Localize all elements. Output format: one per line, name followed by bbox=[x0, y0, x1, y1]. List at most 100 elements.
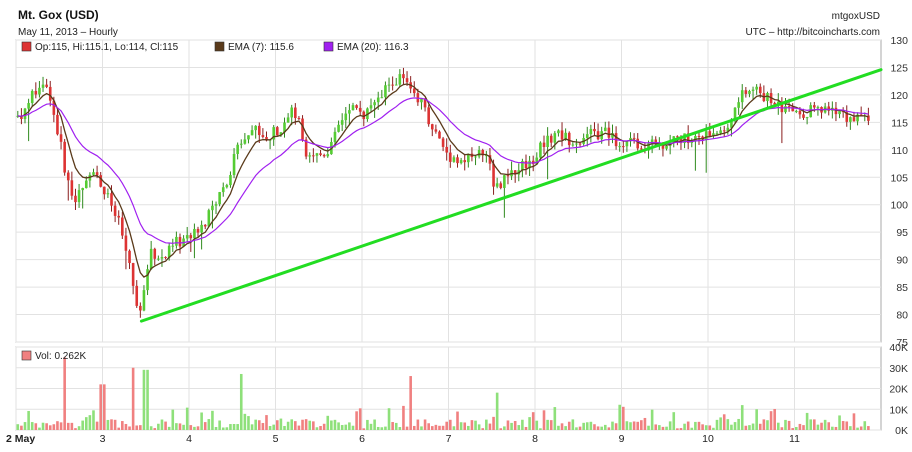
volume-tick-label: 40K bbox=[889, 342, 908, 354]
volume-bar bbox=[539, 428, 542, 430]
candle-body bbox=[521, 161, 524, 171]
x-tick-label: 11 bbox=[789, 433, 800, 445]
volume-bar bbox=[308, 420, 312, 430]
candle-body bbox=[430, 124, 434, 130]
candle-body bbox=[701, 136, 704, 140]
candle-body bbox=[175, 236, 178, 246]
candle-body bbox=[787, 106, 791, 108]
candle-body bbox=[557, 130, 560, 134]
candle-body bbox=[276, 127, 279, 136]
volume-bar bbox=[207, 419, 211, 430]
price-tick-label: 115 bbox=[891, 117, 908, 129]
volume-bar bbox=[243, 413, 247, 430]
candle-body bbox=[34, 90, 38, 95]
price-tick-label: 125 bbox=[890, 62, 908, 74]
volume-bar bbox=[791, 428, 794, 430]
volume-bar bbox=[521, 419, 524, 430]
candle-body bbox=[56, 114, 59, 135]
candle-body bbox=[319, 153, 322, 155]
candle-body bbox=[802, 114, 805, 118]
volume-bar bbox=[279, 418, 283, 430]
candle-body bbox=[232, 153, 236, 176]
ema20-swatch bbox=[323, 41, 334, 52]
volume-legend: Vol: 0.262K bbox=[21, 350, 86, 362]
volume-grid bbox=[15, 346, 881, 431]
volume-bar bbox=[355, 411, 358, 430]
volume-bar bbox=[755, 409, 758, 430]
volume-bar bbox=[135, 425, 139, 430]
volume-bar bbox=[139, 425, 142, 430]
volume-bar bbox=[640, 420, 643, 430]
candle-body bbox=[618, 146, 621, 148]
volume-bar bbox=[153, 428, 157, 430]
candle-body bbox=[265, 137, 268, 141]
volume-bar bbox=[459, 422, 463, 430]
volume-bar bbox=[351, 425, 355, 430]
candle-body bbox=[74, 195, 77, 203]
candle-body bbox=[845, 112, 849, 122]
candle-body bbox=[286, 117, 290, 123]
volume-bar bbox=[441, 425, 445, 430]
candle-body bbox=[189, 235, 193, 239]
volume-bar bbox=[117, 427, 121, 430]
candle-body bbox=[665, 145, 668, 149]
volume-bar bbox=[859, 426, 863, 430]
volume-bar bbox=[449, 419, 452, 430]
candle-body bbox=[95, 172, 99, 176]
volume-bar bbox=[171, 409, 175, 430]
volume-bar bbox=[110, 419, 113, 430]
candle-body bbox=[272, 127, 275, 140]
volume-bar bbox=[614, 423, 618, 430]
volume-bar bbox=[38, 427, 41, 430]
candle-body bbox=[236, 144, 239, 154]
volume-bar bbox=[193, 426, 196, 430]
volume-bar bbox=[344, 424, 348, 430]
price-grid bbox=[15, 39, 881, 343]
volume-bar bbox=[740, 405, 744, 430]
volume-bar bbox=[867, 426, 870, 430]
volume-bar bbox=[146, 369, 149, 430]
volume-bar bbox=[488, 423, 492, 430]
volume-bar bbox=[452, 426, 456, 430]
candle-body bbox=[827, 106, 831, 111]
volume-bar bbox=[571, 419, 575, 430]
x-tick-label: 10 bbox=[702, 433, 714, 445]
candle-body bbox=[726, 127, 730, 132]
volume-bar bbox=[784, 419, 787, 430]
candle-body bbox=[629, 137, 632, 142]
site-label[interactable]: UTC – http://bitcoincharts.com bbox=[746, 27, 881, 38]
ohlc-legend: Op:115, Hi:115.1, Lo:114, Cl:115 bbox=[35, 42, 179, 53]
candle-body bbox=[142, 290, 146, 311]
candle-body bbox=[225, 185, 229, 188]
volume-bar bbox=[23, 422, 27, 430]
volume-bar bbox=[70, 422, 74, 430]
volume-bar bbox=[52, 424, 56, 430]
volume-bar bbox=[41, 422, 45, 430]
volume-bar bbox=[48, 425, 52, 430]
volume-bar bbox=[167, 426, 171, 430]
candle-body bbox=[867, 115, 870, 121]
candle-body bbox=[625, 141, 629, 147]
candle-body bbox=[737, 102, 740, 108]
candle-body bbox=[485, 155, 488, 157]
volume-bar bbox=[196, 426, 200, 430]
volume-bar bbox=[683, 423, 686, 430]
candle-body bbox=[70, 180, 74, 196]
candle-body bbox=[279, 132, 283, 136]
candle-body bbox=[20, 115, 23, 119]
volume-bar bbox=[567, 421, 571, 430]
x-tick-label: 5 bbox=[273, 433, 279, 445]
x-tick-label: 3 bbox=[100, 433, 106, 445]
candle-body bbox=[564, 132, 567, 140]
candle-body bbox=[171, 245, 175, 247]
candle-body bbox=[153, 248, 157, 259]
volume-bar bbox=[337, 422, 340, 430]
price-tick-label: 75 bbox=[896, 337, 908, 349]
price-tick-label: 100 bbox=[890, 200, 908, 212]
volume-bar bbox=[654, 424, 658, 430]
candle-body bbox=[481, 150, 485, 156]
candle-body bbox=[766, 93, 769, 102]
volume-bar bbox=[81, 420, 84, 430]
volume-bar bbox=[849, 426, 852, 430]
volume-bar bbox=[542, 410, 546, 430]
